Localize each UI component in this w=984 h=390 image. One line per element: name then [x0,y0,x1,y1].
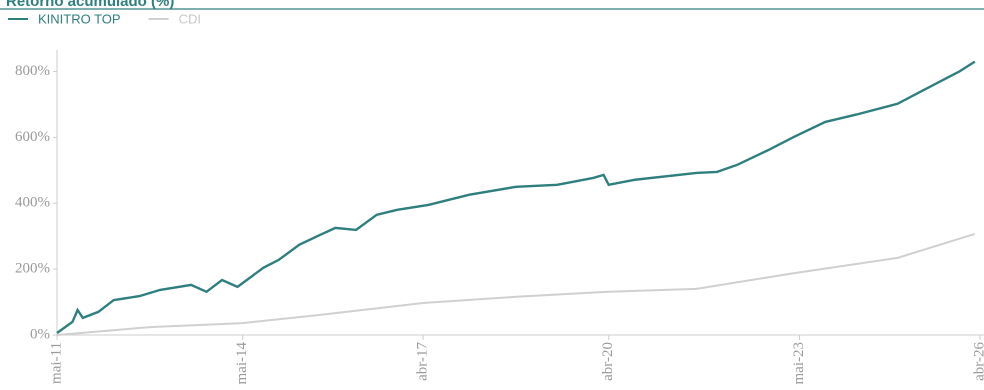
y-tick-label: 800% [15,63,50,79]
series-line [56,232,976,336]
y-tick-label: 0% [30,326,50,342]
x-tick-label: mai-11 [48,342,64,384]
legend-label: CDI [179,11,201,26]
x-tick-label: mai-23 [791,342,807,385]
y-tick-label: 400% [15,195,50,211]
x-tick-label: abr-17 [415,342,431,381]
chart-title: Retorno acumulado (%) [6,0,174,10]
series-line [56,60,976,334]
x-tick-label: mai-14 [234,342,250,385]
y-tick-label: 600% [15,129,50,145]
legend-label: KINITRO TOP [38,11,121,26]
x-tick-label: abr-20 [600,342,616,381]
x-tick-label: abr-26 [971,342,984,381]
y-tick-label: 200% [15,261,50,277]
